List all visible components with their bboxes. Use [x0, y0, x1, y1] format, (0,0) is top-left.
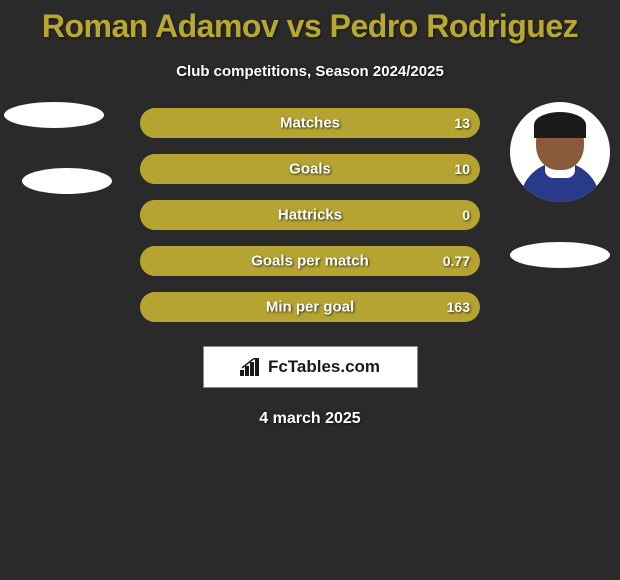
stat-label: Matches [280, 115, 340, 132]
stat-bar: Matches 13 [140, 108, 480, 138]
chart-icon [240, 358, 262, 376]
stat-bar: Goals 10 [140, 154, 480, 184]
stats-area: Matches 13 Goals 10 Hattricks 0 Goals per matc… [0, 108, 620, 328]
subtitle: Club competitions, Season 2024/2025 [0, 63, 620, 80]
stat-bar: Goals per match 0.77 [140, 246, 480, 276]
player-left-avatar-placeholder [4, 102, 104, 128]
page-title: Roman Adamov vs Pedro Rodriguez [0, 0, 620, 45]
stat-value-right: 163 [447, 299, 470, 315]
stat-value-right: 13 [454, 115, 470, 131]
player-right-name-placeholder [510, 242, 610, 268]
stat-bar: Hattricks 0 [140, 200, 480, 230]
stat-label: Min per goal [266, 299, 354, 316]
stat-value-right: 0 [462, 207, 470, 223]
stat-value-right: 10 [454, 161, 470, 177]
watermark[interactable]: FcTables.com [203, 346, 418, 388]
stat-value-right: 0.77 [443, 253, 470, 269]
stat-label: Goals per match [251, 253, 369, 270]
watermark-text: FcTables.com [268, 357, 380, 377]
player-right-avatar [510, 102, 610, 202]
stat-label: Goals [289, 161, 331, 178]
stat-label: Hattricks [278, 207, 342, 224]
player-left [10, 102, 112, 194]
player-left-name-placeholder [22, 168, 112, 194]
player-right [510, 102, 610, 268]
stat-bars: Matches 13 Goals 10 Hattricks 0 Goals per matc… [140, 108, 480, 338]
date: 4 march 2025 [0, 410, 620, 428]
stat-bar: Min per goal 163 [140, 292, 480, 322]
